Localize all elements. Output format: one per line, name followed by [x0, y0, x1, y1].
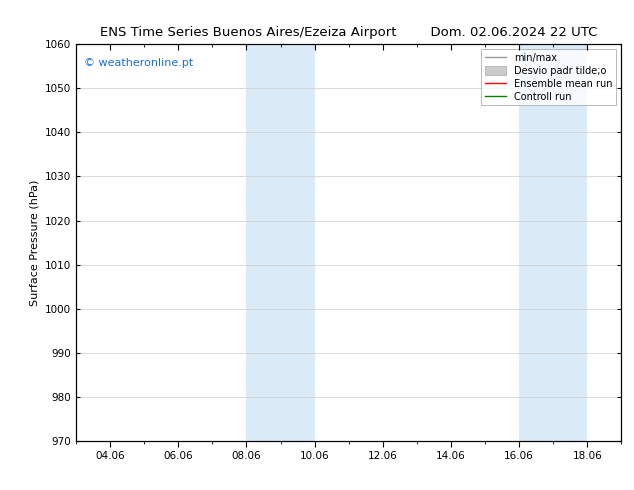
Text: © weatheronline.pt: © weatheronline.pt — [84, 58, 193, 68]
Bar — [519, 44, 587, 441]
Title: ENS Time Series Buenos Aires/Ezeiza Airport        Dom. 02.06.2024 22 UTC: ENS Time Series Buenos Aires/Ezeiza Airp… — [100, 26, 597, 39]
Y-axis label: Surface Pressure (hPa): Surface Pressure (hPa) — [29, 179, 39, 306]
Legend: min/max, Desvio padr tilde;o, Ensemble mean run, Controll run: min/max, Desvio padr tilde;o, Ensemble m… — [481, 49, 616, 105]
Bar — [247, 44, 314, 441]
